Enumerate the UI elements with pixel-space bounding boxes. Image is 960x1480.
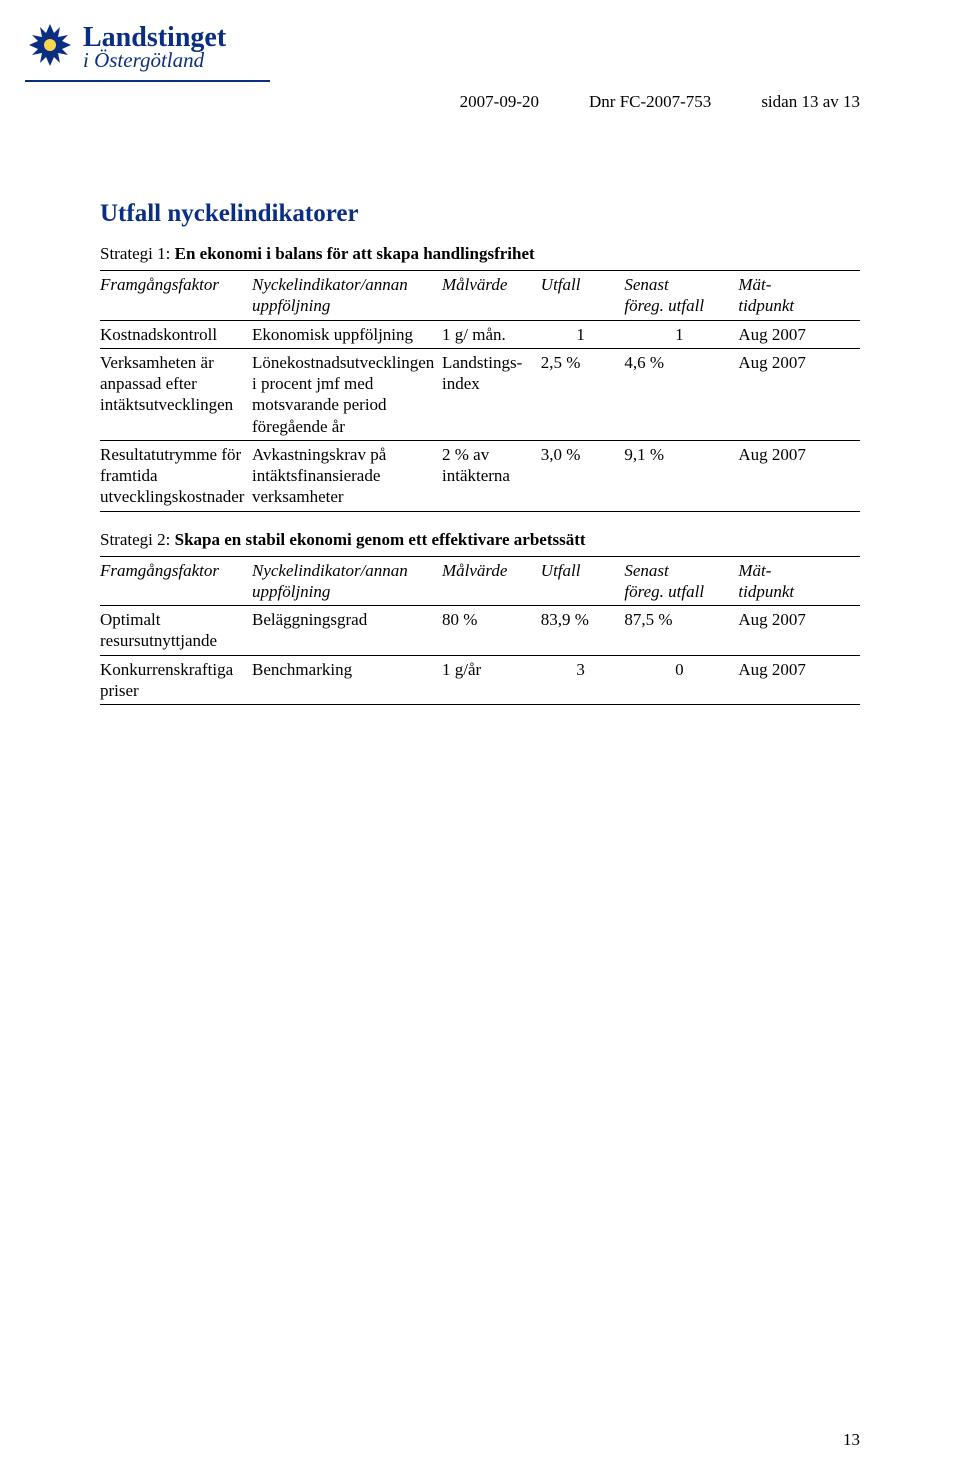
page: Landstinget i Östergötland 2007-09-20 Dn… [0,0,960,1480]
logo-bottom-text: i Östergötland [83,50,226,71]
strategy1-table: Framgångsfaktor Nyckelindikator/annan up… [100,270,860,512]
content: Utfall nyckelindikatorer Strategi 1: En … [100,200,860,705]
table-head-row: Framgångsfaktor Nyckelindikator/annan up… [100,556,860,606]
footer-page-number: 13 [843,1430,860,1450]
header-info: 2007-09-20 Dnr FC-2007-753 sidan 13 av 1… [100,92,860,112]
strategy2-bold: Skapa en stabil ekonomi genom ett effekt… [175,530,586,549]
table-row: Verksamheten är anpassad efter intäktsut… [100,348,860,440]
header-page: sidan 13 av 13 [761,92,860,112]
th-mattidpunkt: Mät- tidpunkt [738,556,860,606]
table-row: Resultatutrymme för framtida utvecklings… [100,440,860,511]
header-dnr: Dnr FC-2007-753 [589,92,711,112]
th-utfall: Utfall [541,556,625,606]
strategy1-bold: En ekonomi i balans för att skapa handli… [175,244,535,263]
table-row: Kostnadskontroll Ekonomisk uppföljning 1… [100,320,860,348]
strategy2-prefix: Strategi 2: [100,530,175,549]
th-nyckelindikator: Nyckelindikator/annan uppföljning [252,556,442,606]
strategy2-title: Strategi 2: Skapa en stabil ekonomi geno… [100,530,860,550]
th-framgangsfaktor: Framgångsfaktor [100,271,252,321]
logo-block: Landstinget i Östergötland [25,20,226,75]
header-date: 2007-09-20 [460,92,539,112]
logo-glyph-icon [25,20,75,75]
strategy1-prefix: Strategi 1: [100,244,175,263]
logo-underline [25,80,270,82]
table-row: Konkurrenskraftiga priser Benchmarking 1… [100,655,860,705]
strategy2-table: Framgångsfaktor Nyckelindikator/annan up… [100,556,860,706]
th-malvarde: Målvärde [442,556,541,606]
strategy1-title: Strategi 1: En ekonomi i balans för att … [100,244,860,264]
th-mattidpunkt: Mät- tidpunkt [738,271,860,321]
th-nyckelindikator: Nyckelindikator/annan uppföljning [252,271,442,321]
table-head-row: Framgångsfaktor Nyckelindikator/annan up… [100,271,860,321]
table-row: Optimalt resursutnyttjande Beläggningsgr… [100,606,860,656]
th-senast: Senast föreg. utfall [624,271,738,321]
th-utfall: Utfall [541,271,625,321]
th-senast: Senast föreg. utfall [624,556,738,606]
logo-text: Landstinget i Östergötland [83,24,226,71]
th-framgangsfaktor: Framgångsfaktor [100,556,252,606]
th-malvarde: Målvärde [442,271,541,321]
page-title: Utfall nyckelindikatorer [100,200,860,228]
